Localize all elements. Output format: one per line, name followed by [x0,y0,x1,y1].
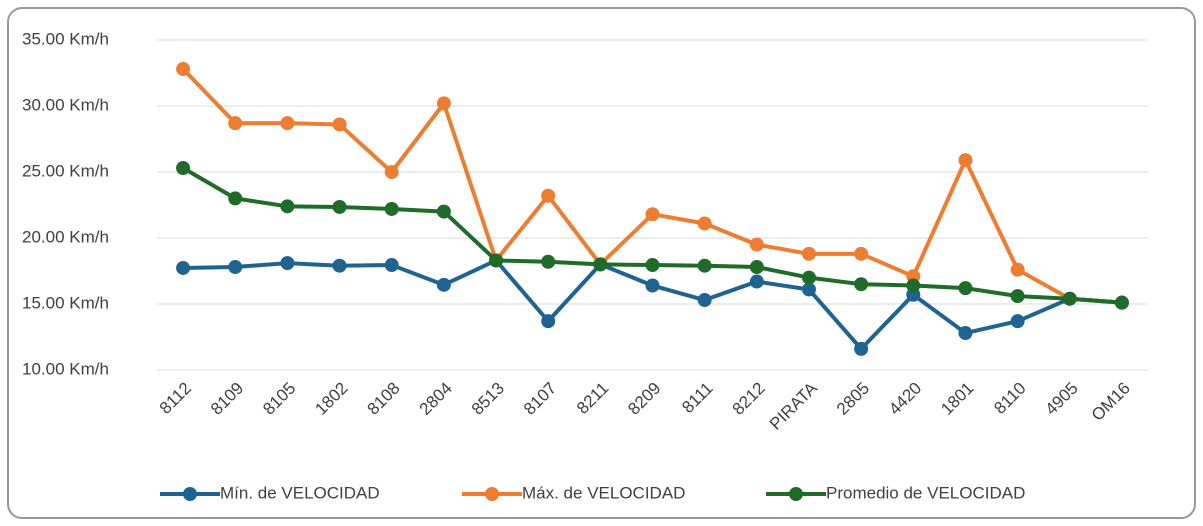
data-point [854,341,869,356]
data-point [436,204,451,219]
y-tick-label: 10.00 Km/h [22,359,109,378]
data-point [645,207,660,222]
data-point [1010,262,1025,277]
data-point [332,258,347,273]
data-point [541,254,556,269]
data-point [645,258,660,273]
data-point [1062,291,1077,306]
data-point [541,314,556,329]
legend-label: Promedio de VELOCIDAD [826,483,1025,502]
data-point [958,281,973,296]
data-point [332,199,347,214]
y-tick-label: 30.00 Km/h [22,95,109,114]
data-point [384,201,399,216]
data-point [228,191,243,206]
y-tick-label: 20.00 Km/h [22,227,109,246]
legend-label: Máx. de VELOCIDAD [522,483,685,502]
data-point [697,293,712,308]
data-point [854,246,869,261]
data-point [541,188,556,203]
data-point [280,116,295,131]
data-point [645,278,660,293]
data-point [1010,289,1025,304]
data-point [906,278,921,293]
data-point [749,274,764,289]
legend-marker [789,487,803,501]
data-point [384,165,399,179]
y-tick-label: 15.00 Km/h [22,293,109,312]
data-point [176,161,191,176]
data-point [228,260,243,275]
data-point [384,258,399,273]
data-point [436,96,451,111]
legend-marker [485,487,499,501]
data-point [436,277,451,292]
data-point [228,116,243,131]
data-point [332,117,347,132]
data-point [801,246,816,261]
data-point [958,326,973,341]
legend-marker [183,487,197,501]
data-point [854,277,869,292]
data-point [1010,314,1025,329]
data-point [1114,295,1129,310]
y-tick-label: 35.00 Km/h [22,29,109,48]
data-point [280,199,295,214]
legend-label: Mín. de VELOCIDAD [220,483,380,502]
data-point [697,258,712,273]
data-point [697,216,712,231]
data-point [280,256,295,271]
data-point [801,282,816,297]
data-point [749,237,764,252]
data-point [749,260,764,275]
data-point [801,270,816,285]
data-point [176,62,191,77]
y-tick-label: 25.00 Km/h [22,161,109,180]
data-point [176,260,191,275]
data-point [958,153,973,168]
data-point [489,253,504,268]
data-point [593,257,608,272]
